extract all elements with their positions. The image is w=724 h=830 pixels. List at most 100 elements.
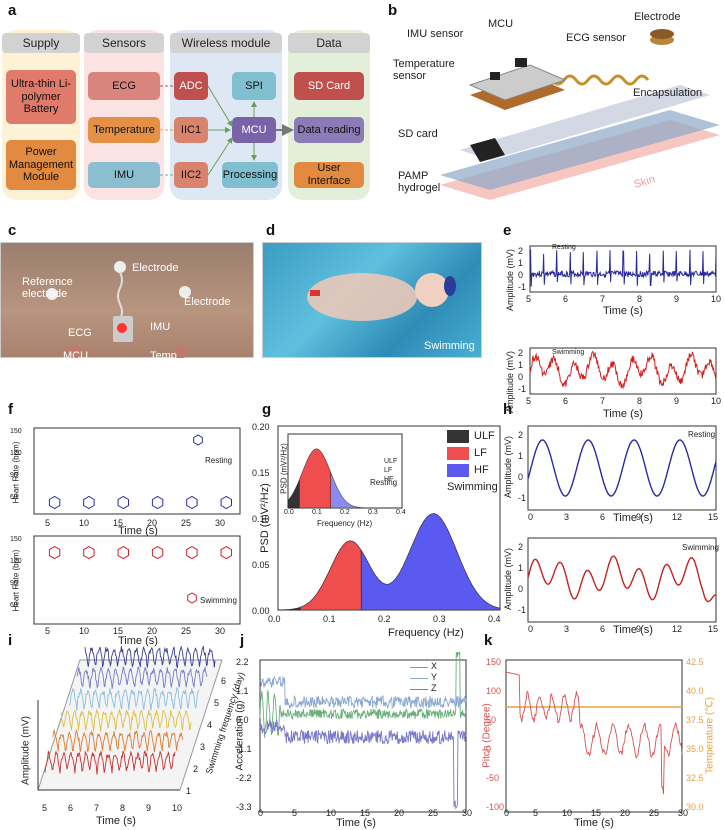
- g-inset-ylabel: PSD (mV²/Hz): [279, 443, 289, 494]
- battery-box: Ultra-thin Li-polymer Battery: [6, 70, 76, 124]
- h-ytick-top: 0: [518, 472, 524, 482]
- g-ytick: 0.15: [252, 468, 270, 478]
- g-inset-xtick: 0.1: [312, 509, 322, 516]
- f-xtick-bottom: 5: [45, 626, 51, 636]
- f-xtick-bottom: 25: [181, 626, 192, 636]
- j-legend-line: [410, 678, 428, 679]
- j-ytick: -1.1: [236, 744, 252, 754]
- c-ecg: ECG: [68, 327, 92, 339]
- panel-g-chart: [277, 425, 501, 611]
- header-supply: Supply: [2, 33, 80, 53]
- i-day-line: [44, 750, 176, 775]
- k-ytick-left: 150: [486, 657, 502, 667]
- i-xtick: 9: [146, 803, 152, 813]
- f-xtick-bottom: 15: [113, 626, 124, 636]
- power-management-box: Power Management Module: [6, 140, 76, 190]
- temperature-box: Temperature: [88, 117, 160, 143]
- g-xtick: 0.0: [268, 614, 281, 624]
- e-xtick-top: 6: [563, 294, 569, 304]
- h-legend-bottom: Swimming: [682, 543, 719, 552]
- e-ytick-top: -1: [518, 282, 527, 292]
- e-ytick-top: 1: [518, 258, 524, 268]
- h-xtick-top: 12: [672, 512, 683, 522]
- f-legend-bottom: Swimming: [200, 596, 237, 605]
- panel-c-label: c: [8, 222, 17, 239]
- f-resting-point: [83, 495, 95, 510]
- h-xtick-bottom: 15: [708, 624, 719, 634]
- e-xtick-bottom: 5: [526, 396, 532, 406]
- g-inset-xlabel: Frequency (Hz): [317, 519, 373, 528]
- k-pitch-line: [505, 671, 683, 795]
- f-ytick-bottom: 120: [10, 558, 22, 565]
- h-xtick-bottom: 6: [600, 624, 606, 634]
- panel-k-chart: [505, 659, 683, 813]
- g-inset-legend-label: ULF: [384, 458, 398, 465]
- ecg-box: ECG: [88, 72, 160, 100]
- device-exploded-diagram: Skin: [440, 29, 720, 200]
- panel-h-chart: [527, 425, 717, 623]
- spi-box: SPI: [232, 72, 276, 100]
- f-legend-top: Resting: [205, 456, 233, 465]
- user-interface-box: User Interface: [294, 162, 364, 188]
- panel-h-label: h: [503, 401, 513, 418]
- panel-f-label: f: [8, 401, 13, 418]
- i-xlabel: Time (s): [96, 815, 136, 827]
- h-ytick-top: 1: [518, 451, 524, 461]
- f-xlabel-bottom: Time (s): [118, 635, 158, 647]
- panel-j-chart: [259, 652, 467, 813]
- g-lf-area: [299, 540, 362, 611]
- h-swimming-line: [527, 555, 717, 603]
- c-electrode-top: Electrode: [132, 262, 179, 274]
- f-ytick-top: 90: [10, 472, 18, 479]
- chest-device-overlay: [46, 261, 191, 358]
- j-legend-label: X: [431, 661, 438, 671]
- e-xtick-bottom: 9: [674, 396, 680, 406]
- i-day-line: [60, 709, 192, 732]
- h-ytick-bottom: 2: [518, 542, 524, 552]
- j-xlabel: Time (s): [336, 817, 376, 829]
- e-bottom-frame: [529, 347, 717, 395]
- k-xtick: 10: [562, 808, 573, 818]
- skin-label: Skin: [633, 173, 657, 190]
- e-xtick-top: 9: [674, 294, 680, 304]
- k-ytick-left: 0: [486, 744, 492, 754]
- f-swimming-point: [220, 546, 232, 560]
- f-ytick-bottom: 150: [10, 536, 22, 543]
- processing-box: Processing: [222, 162, 278, 188]
- j-xtick: 15: [360, 808, 371, 818]
- g-inset-xtick: 0.3: [368, 509, 378, 516]
- f-ytick-top: 150: [10, 428, 22, 435]
- j-xtick: 30: [462, 808, 473, 818]
- panel-e-chart: [529, 245, 717, 395]
- b-electrode-label: Electrode: [634, 11, 681, 23]
- f-xtick-top: 25: [181, 518, 192, 528]
- h-xtick-bottom: 12: [672, 624, 683, 634]
- g-ytick: 0.05: [252, 560, 270, 570]
- i-xtick: 7: [94, 803, 100, 813]
- e-ytick-bottom: 1: [518, 360, 524, 370]
- g-inset-xtick: 0.0: [284, 509, 294, 516]
- g-hf-area: [360, 513, 501, 611]
- j-ylabel: Acceleration (g): [234, 700, 246, 771]
- panel-a-arrows: [160, 85, 294, 176]
- panel-i-chart: [37, 645, 223, 791]
- h-xtick-top: 0: [528, 512, 534, 522]
- j-xtick: 20: [394, 808, 405, 818]
- j-xtick: 5: [292, 808, 298, 818]
- k-ytick-right: 40.0: [686, 686, 704, 696]
- h-ytick-top: -1: [518, 493, 527, 503]
- j-ytick: -3.3: [236, 802, 252, 812]
- i-ztick: 5: [214, 698, 220, 708]
- k-xtick: 15: [591, 808, 602, 818]
- h-ytick-top: 2: [518, 430, 524, 440]
- h-xlabel-bottom: Time (s): [613, 624, 653, 636]
- i-xtick: 5: [42, 803, 48, 813]
- g-legend-swatch: [447, 464, 469, 477]
- e-xtick-bottom: 10: [711, 396, 722, 406]
- e-xtick-bottom: 7: [600, 396, 606, 406]
- j-ytick: 0.0: [236, 715, 249, 725]
- g-xtick: 0.3: [433, 614, 446, 624]
- i-day-line: [52, 729, 184, 753]
- imu-box: IMU: [88, 162, 160, 188]
- j-y-line: [259, 676, 467, 710]
